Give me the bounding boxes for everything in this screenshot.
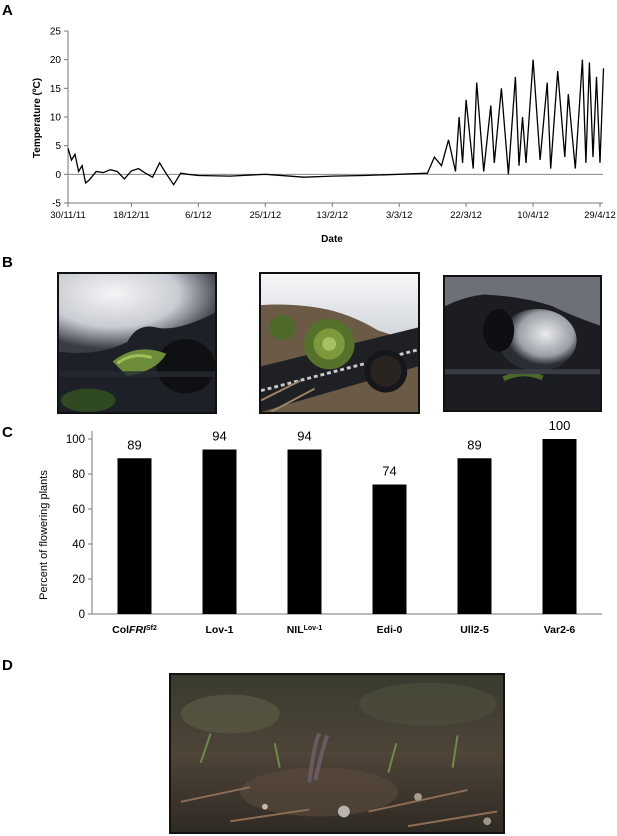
category-label: Var2-6 [544,624,576,636]
date-x-tick-label: 3/3/12 [386,210,412,221]
temperature-y-tick-label: 20 [50,55,62,66]
panel-letter-b: B [2,254,13,271]
bar-var2-6 [542,439,577,614]
temperature-y-tick-label: 25 [50,27,62,38]
bar-col [117,458,152,614]
temperature-y-tick-label: 0 [55,170,61,181]
panel-letter-c: C [2,424,13,441]
category-label: NILLov-1 [287,624,323,636]
flowering-y-tick-label: 100 [66,434,85,446]
bar-value-label: 89 [127,437,141,452]
flowering-y-tick-label: 60 [72,504,85,516]
panel-letter-d: D [2,657,13,674]
bar-value-label: 94 [212,429,226,444]
category-label: Lov-1 [205,624,233,636]
snow-covered-seedling-photo-1 [57,272,217,414]
temperature-line-chart: -5 0 5 10 15 20 25 30/11/11 18/12/11 6/1/12 25/1/1… [32,27,616,246]
temperature-y-tick-label: -5 [52,199,61,210]
date-x-tick-label: 29/4/12 [584,210,616,221]
category-label: ColFRISf2 [112,624,157,636]
flowering-y-tick-label: 40 [72,539,85,551]
flowering-y-tick-label: 0 [79,609,85,621]
date-x-axis-label: Date [321,234,343,245]
temperature-y-tick-label: 15 [50,84,62,95]
temperature-series-line [67,59,605,186]
date-x-tick-label: 22/3/12 [450,210,482,221]
bar-value-label: 94 [297,429,311,444]
bar-edi-0 [372,484,407,614]
bar-ull2-5 [457,458,492,614]
temperature-y-tick-label: 10 [50,113,62,124]
bar-nil [287,449,322,614]
flowering-y-tick-label: 20 [72,574,85,586]
category-label: Edi-0 [377,624,403,636]
date-x-tick-label: 30/11/11 [50,210,86,221]
date-x-tick-label: 18/12/11 [113,210,149,221]
field-plants-ground-photo [169,673,505,834]
flowering-y-axis-label: Percent of flowering plants [38,470,50,600]
panel-letter-a: A [2,2,13,19]
date-x-tick-label: 6/1/12 [185,210,211,221]
flowering-y-tick-label: 80 [72,469,85,481]
date-x-tick-label: 13/2/12 [316,210,348,221]
bar-value-label: 100 [549,418,571,433]
temperature-y-axis-label: Temperature (ºC) [32,78,43,158]
bar-value-label: 89 [467,437,481,452]
rosette-under-snow-edge-photo-2 [259,272,420,414]
date-x-tick-label: 25/1/12 [249,210,281,221]
category-label: Ull2-5 [460,624,489,636]
date-x-tick-label: 10/4/12 [517,210,549,221]
snow-covered-seedling-photo-3 [443,275,602,412]
temperature-y-tick-label: 5 [55,141,61,152]
bar-value-label: 74 [382,464,396,479]
bar-lov-1 [202,449,237,614]
